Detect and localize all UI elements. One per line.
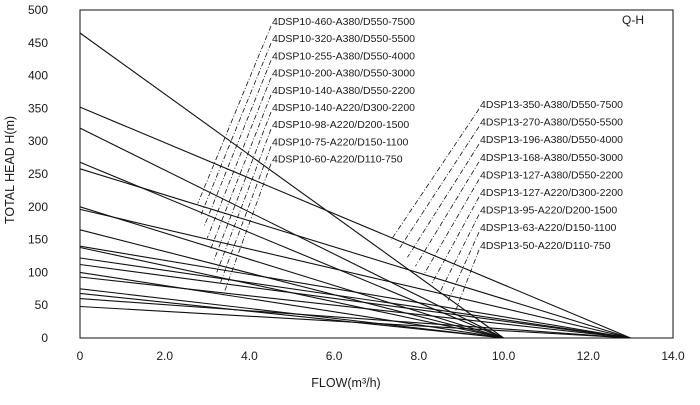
series-curve xyxy=(79,127,504,339)
series-label-leader xyxy=(399,126,480,249)
series-label-leader xyxy=(219,146,272,285)
series-label-leader xyxy=(216,129,272,273)
series-label-leader xyxy=(431,196,480,285)
series-label: 4DSP10-140-A220/D300-2200 xyxy=(272,102,415,114)
x-tick-label: 14.0 xyxy=(661,349,685,363)
series-curve xyxy=(79,257,631,339)
y-axis-ticks: 0 50 100 150 200 250 300 350 400 450 500 xyxy=(28,3,48,345)
series-label: 4DSP13-350-A380/D550-7500 xyxy=(480,99,623,111)
y-tick-label: 100 xyxy=(28,265,48,279)
series-label: 4DSP10-75-A220/D150-1100 xyxy=(272,136,409,148)
series-label-leader xyxy=(210,94,272,250)
y-tick-label: 400 xyxy=(28,69,48,83)
series-curve xyxy=(79,271,504,339)
series-label: 4DSP13-95-A220/D200-1500 xyxy=(480,205,617,217)
series-curve xyxy=(79,208,631,339)
series-curve xyxy=(79,292,504,339)
y-tick-label: 250 xyxy=(28,167,48,181)
x-tick-label: 4.0 xyxy=(241,349,258,363)
x-tick-label: 8.0 xyxy=(411,349,428,363)
series-curve xyxy=(79,168,631,339)
series-label: 4DSP13-127-A220/D300-2200 xyxy=(480,187,623,199)
x-tick-label: 2.0 xyxy=(156,349,173,363)
x-tick-label: 12.0 xyxy=(577,349,601,363)
series-label: 4DSP13-168-A380/D550-3000 xyxy=(480,152,623,164)
series-label-leader xyxy=(447,232,480,302)
y-tick-label: 300 xyxy=(28,134,48,148)
series-label: 4DSP13-50-A220/D110-750 xyxy=(480,240,611,252)
series-label: 4DSP10-98-A220/D200-1500 xyxy=(272,119,409,131)
series-label-leader xyxy=(423,179,480,276)
chart-title-box: Q-H xyxy=(622,13,644,27)
series-label: 4DSP10-320-A380/D550-5500 xyxy=(272,33,415,45)
series-label-leader xyxy=(390,108,480,240)
y-tick-label: 500 xyxy=(28,3,48,17)
series-label: 4DSP13-63-A220/D150-1100 xyxy=(480,222,617,234)
y-tick-label: 0 xyxy=(41,331,48,345)
series-curve xyxy=(79,229,504,339)
series-label: 4DSP13-127-A380/D550-2200 xyxy=(480,169,623,181)
x-tick-label: 6.0 xyxy=(326,349,343,363)
label-leaders xyxy=(197,25,480,311)
series-curve xyxy=(79,245,631,339)
y-tick-label: 200 xyxy=(28,200,48,214)
series-curve xyxy=(79,161,504,339)
pump-curves xyxy=(79,32,631,339)
series-curve xyxy=(79,263,631,339)
x-tick-label: 10.0 xyxy=(492,349,516,363)
series-label-leader xyxy=(455,249,480,311)
series-label: 4DSP10-460-A380/D550-7500 xyxy=(272,16,415,28)
y-tick-label: 150 xyxy=(28,233,48,247)
x-axis-ticks: 0 2.0 4.0 6.0 8.0 10.0 12.0 14.0 xyxy=(77,349,685,363)
series-label-leader xyxy=(200,43,272,216)
x-axis-title: FLOW(m³/h) xyxy=(311,376,380,390)
series-label-leader xyxy=(222,163,272,296)
series-labels: 4DSP10-460-A380/D550-7500 4DSP10-320-A380… xyxy=(272,16,623,252)
series-label-leader xyxy=(203,60,272,227)
series-label: 4DSP13-196-A380/D550-4000 xyxy=(480,134,623,146)
series-label-leader xyxy=(415,161,480,267)
series-label-leader xyxy=(439,214,480,293)
series-curve xyxy=(79,305,631,339)
series-label-leader xyxy=(213,111,272,262)
series-label: 4DSP10-140-A380/D550-2200 xyxy=(272,85,415,97)
series-label: 4DSP10-60-A220/D110-750 xyxy=(272,154,403,166)
series-curve xyxy=(79,106,631,339)
y-tick-label: 350 xyxy=(28,101,48,115)
series-curve xyxy=(79,298,631,339)
y-tick-label: 50 xyxy=(35,298,49,312)
series-curve xyxy=(79,276,631,339)
series-label: 4DSP13-270-A380/D550-5500 xyxy=(480,117,623,129)
series-label: 4DSP10-255-A380/D550-4000 xyxy=(272,50,415,62)
series-label-leader xyxy=(197,25,272,204)
series-curve xyxy=(79,32,504,339)
series-label: 4DSP10-200-A380/D550-3000 xyxy=(272,68,415,80)
plot-frame xyxy=(79,9,674,339)
series-label-leader xyxy=(407,143,480,258)
y-axis-title: TOTAL HEAD H(m) xyxy=(3,116,17,224)
y-tick-label: 450 xyxy=(28,36,48,50)
x-tick-label: 0 xyxy=(77,349,84,363)
series-label-leader xyxy=(206,77,272,239)
